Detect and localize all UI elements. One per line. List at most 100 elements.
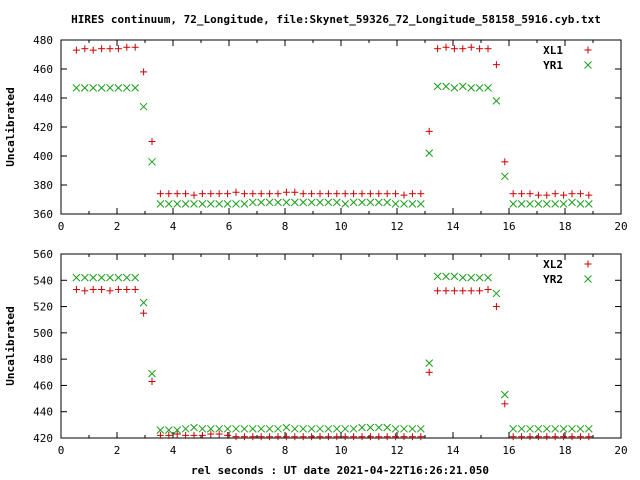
data-point — [560, 191, 568, 199]
data-point — [324, 424, 333, 433]
data-point — [392, 433, 400, 441]
data-point — [182, 190, 190, 198]
data-point — [248, 198, 257, 207]
data-point — [240, 199, 249, 208]
data-point — [299, 433, 307, 441]
data-point — [299, 424, 308, 433]
data-point — [542, 199, 551, 208]
data-point — [307, 424, 316, 433]
x-tick-label: 10 — [334, 220, 347, 233]
data-point — [274, 433, 282, 441]
data-point — [98, 45, 106, 53]
data-point — [291, 188, 299, 196]
data-point — [307, 198, 316, 207]
data-point — [408, 433, 416, 441]
data-point — [223, 199, 232, 208]
data-point — [224, 190, 232, 198]
data-point — [383, 423, 392, 432]
data-point — [534, 191, 542, 199]
x-tick-label: 10 — [334, 444, 347, 457]
data-point — [257, 424, 266, 433]
data-point — [358, 423, 366, 432]
y-axis-label: Uncalibrated — [4, 306, 17, 385]
data-point — [248, 424, 257, 433]
data-point — [290, 424, 299, 433]
data-point — [526, 190, 534, 198]
data-point — [89, 273, 98, 282]
data-point — [290, 198, 299, 207]
data-point — [518, 433, 526, 441]
legend-label: XL1 — [543, 44, 563, 57]
data-point — [190, 423, 198, 432]
data-point — [408, 199, 417, 208]
x-tick-label: 20 — [614, 444, 627, 457]
data-point — [383, 198, 392, 207]
data-point — [500, 172, 509, 181]
data-point — [350, 190, 358, 198]
legend-marker — [584, 275, 592, 283]
data-point — [165, 190, 173, 198]
data-point — [568, 424, 576, 433]
data-point — [366, 433, 374, 441]
x-axis-label: rel seconds : UT date 2021-04-22T16:26:2… — [191, 464, 489, 477]
data-point — [190, 199, 198, 208]
data-point — [98, 285, 106, 293]
x-tick-label: 18 — [558, 220, 571, 233]
data-point — [156, 431, 164, 439]
data-point — [442, 82, 450, 91]
data-point — [333, 433, 341, 441]
y-tick-label: 440 — [33, 406, 53, 419]
data-point — [425, 359, 434, 367]
data-point — [206, 199, 215, 208]
data-point — [366, 423, 375, 432]
data-point — [324, 198, 333, 207]
data-point — [308, 190, 316, 198]
data-point — [139, 298, 148, 307]
y-tick-label: 420 — [33, 432, 53, 445]
chart-title: HIRES continuum, 72_Longitude, file:Skyn… — [71, 13, 601, 26]
data-point — [551, 424, 560, 433]
data-point — [316, 190, 324, 198]
data-point — [366, 198, 375, 207]
data-point — [274, 424, 282, 433]
data-point — [106, 287, 114, 295]
data-point — [156, 199, 165, 208]
data-point — [458, 273, 467, 282]
x-tick-label: 8 — [282, 444, 289, 457]
data-point — [341, 190, 349, 198]
data-point — [72, 83, 81, 92]
x-tick-label: 4 — [170, 220, 177, 233]
data-point — [425, 149, 434, 157]
data-point — [164, 199, 173, 208]
data-point — [383, 190, 391, 198]
x-tick-label: 14 — [446, 444, 460, 457]
data-point — [551, 199, 560, 208]
data-point — [434, 45, 442, 53]
data-point — [106, 45, 114, 53]
data-point — [266, 190, 274, 198]
data-point — [517, 199, 526, 208]
data-point — [97, 83, 106, 92]
data-point — [509, 190, 517, 198]
data-point — [215, 430, 223, 438]
data-point — [140, 309, 148, 317]
data-point — [425, 368, 433, 376]
data-point — [576, 424, 585, 433]
data-point — [366, 190, 374, 198]
x-tick-label: 4 — [170, 444, 177, 457]
data-point — [559, 199, 568, 208]
data-point — [282, 198, 291, 207]
data-point — [173, 190, 181, 198]
data-point — [484, 273, 492, 282]
data-point — [576, 433, 584, 441]
data-point — [509, 433, 517, 441]
data-point — [560, 433, 568, 441]
data-point — [240, 424, 249, 433]
data-point — [198, 199, 207, 208]
data-point — [80, 273, 89, 282]
data-point — [501, 158, 509, 166]
data-point — [459, 45, 467, 53]
data-point — [182, 431, 190, 439]
data-point — [114, 45, 122, 53]
data-point — [433, 82, 442, 91]
